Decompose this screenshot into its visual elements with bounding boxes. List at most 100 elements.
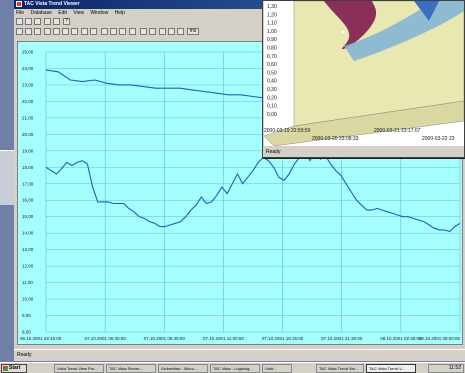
x-tick-label: 07.10.2001 16:15:00 bbox=[262, 336, 304, 341]
table-icon[interactable] bbox=[110, 28, 117, 35]
taskbar-task-7[interactable]: TAC Vista Trend V... bbox=[366, 364, 416, 373]
binoculars-icon[interactable] bbox=[168, 28, 175, 35]
y-tick-label: 21,00 bbox=[22, 115, 34, 120]
x-tick-label: 08.10.2001 02:45:00 bbox=[380, 336, 422, 341]
y-tick-label: 17,00 bbox=[22, 181, 34, 186]
color-icon[interactable] bbox=[62, 28, 69, 35]
print-preview-icon[interactable] bbox=[44, 18, 51, 25]
export-icon[interactable] bbox=[140, 28, 147, 35]
save-trend-icon[interactable] bbox=[25, 28, 32, 35]
print-icon[interactable] bbox=[53, 18, 60, 25]
y-tick-label: 18,00 bbox=[22, 165, 34, 170]
new-icon[interactable] bbox=[16, 18, 23, 25]
x-tick-label: 07.10.2001 00:30:00 bbox=[84, 336, 126, 341]
y-tick-label: 22,00 bbox=[22, 99, 34, 104]
trend-chart: 25,00 24,00 23,00 22,00 21,00 20,00 19,00 18,00… bbox=[20, 50, 461, 342]
menu-file[interactable]: File bbox=[16, 10, 25, 16]
zoom-in-icon[interactable] bbox=[81, 28, 88, 35]
zoom-out-icon[interactable] bbox=[90, 28, 97, 35]
y-tick-label: 19,00 bbox=[22, 148, 34, 153]
y-tick-label: 14,00 bbox=[22, 231, 34, 236]
taskbar-task-4[interactable]: TAC Vista - Loginlog... bbox=[210, 364, 260, 373]
chart-3d-area[interactable]: 1,30 1,20 1,10 1,00 0,90 0,80 0,70 0,60 0,50 0,40… bbox=[263, 0, 465, 147]
chart-3d-status: Ready bbox=[266, 149, 281, 155]
chart-3d-surface-dark bbox=[414, 1, 439, 21]
chart-3d-y-tick-label: 1,20 bbox=[267, 12, 277, 18]
start-button[interactable]: Start bbox=[1, 364, 27, 373]
list-icon[interactable] bbox=[119, 28, 126, 35]
open-trend-icon[interactable] bbox=[16, 28, 23, 35]
chart-3d-y-tick-label: 0,70 bbox=[267, 54, 277, 60]
chart-3d-x-tick-label: 2000-03-19 22:59:59 bbox=[264, 128, 311, 134]
taskbar-task-5[interactable]: Untit... bbox=[262, 364, 292, 373]
series-b-icon[interactable] bbox=[53, 28, 60, 35]
chart-3d: 1,30 1,20 1,10 1,00 0,90 0,80 0,70 0,60 0,50 0,40… bbox=[263, 0, 465, 147]
y-tick-label: 11,00 bbox=[22, 280, 33, 285]
y-tick-label: 23,00 bbox=[22, 82, 34, 87]
menu-edit[interactable]: Edit bbox=[58, 10, 67, 16]
zoom-label[interactable]: ms bbox=[187, 28, 199, 35]
y-tick-label: 9,00 bbox=[22, 313, 31, 318]
status-text: Ready bbox=[17, 352, 32, 358]
x-tick-label: 07.10.2001 11:00:00 bbox=[203, 336, 244, 341]
taskbar-task-3[interactable]: Ordnerliste - Micro... bbox=[158, 364, 208, 373]
chart-3d-x-tick-label: 2000-03-20 23:08:33 bbox=[312, 136, 359, 142]
clock: 11:52 bbox=[448, 365, 461, 371]
taskbar: Start Vista Trend View Pro... TAC Vista … bbox=[0, 362, 465, 373]
y-tick-label: 16,00 bbox=[22, 198, 34, 203]
x-tick-label: 07.10.2001 05:45:00 bbox=[144, 336, 186, 341]
x-tick-label: 07.10.2001 21:30:00 bbox=[321, 336, 363, 341]
chart-3d-x-tick-label: 2000-03-22 23 bbox=[422, 136, 455, 142]
save-icon[interactable] bbox=[34, 18, 41, 25]
chart-3d-surface-blue bbox=[344, 1, 464, 61]
chart-3d-y-tick-label: 0,80 bbox=[267, 46, 277, 52]
menu-window[interactable]: Window bbox=[90, 10, 109, 16]
marker-icon[interactable] bbox=[71, 28, 78, 35]
title-bar[interactable]: TAC Vista Trend Viewer bbox=[14, 0, 465, 9]
grid-view-icon[interactable] bbox=[129, 28, 136, 35]
chart-3d-y-tick-label: 1,30 bbox=[267, 4, 277, 10]
windows-flag-icon bbox=[3, 366, 8, 371]
system-tray: 11:52 bbox=[428, 364, 464, 373]
y-tick-label: 12,00 bbox=[22, 264, 34, 269]
y-tick-label: 10,00 bbox=[22, 297, 34, 302]
y-tick-label: 8,00 bbox=[22, 330, 31, 335]
window-icon[interactable] bbox=[159, 28, 166, 35]
series-line-2 bbox=[45, 149, 461, 233]
open-icon[interactable] bbox=[25, 18, 32, 25]
help-icon[interactable]: ? bbox=[63, 18, 70, 25]
chart-3d-y-tick-label: 0,30 bbox=[267, 87, 277, 93]
background-window-edge bbox=[0, 150, 16, 205]
series-a-icon[interactable] bbox=[44, 28, 51, 35]
status-bar: Ready bbox=[14, 349, 465, 360]
menu-bar: File Database Edit View Window Help bbox=[14, 9, 130, 17]
import-icon[interactable] bbox=[149, 28, 156, 35]
x-tick-label: 08.10.2001 08:00:00 bbox=[419, 336, 461, 341]
chart-3d-y-tick-label: 0,10 bbox=[267, 104, 277, 110]
chart-icon[interactable] bbox=[34, 28, 41, 35]
print-chart-icon[interactable] bbox=[177, 28, 184, 35]
window-title: TAC Vista Trend Viewer bbox=[24, 1, 80, 7]
taskbar-task-2[interactable]: TAC Vista Server... bbox=[106, 364, 156, 373]
y-tick-label: 13,00 bbox=[22, 247, 34, 252]
y-tick-label: 25,00 bbox=[22, 50, 34, 55]
app-icon bbox=[16, 1, 22, 7]
taskbar-task-1[interactable]: Vista Trend View Pro... bbox=[54, 364, 104, 373]
chart-3d-window: 1,30 1,20 1,10 1,00 0,90 0,80 0,70 0,60 0,50 0,40… bbox=[262, 0, 465, 158]
menu-database[interactable]: Database bbox=[30, 10, 52, 16]
menu-help[interactable]: Help bbox=[114, 10, 125, 16]
chart-3d-marker bbox=[341, 30, 345, 34]
chart-3d-y-tick-label: 0,00 bbox=[267, 112, 277, 118]
chart-3d-y-tick-label: 1,10 bbox=[267, 21, 277, 27]
taskbar-task-6[interactable]: TAC Vista Trend Vie... bbox=[316, 364, 364, 373]
y-tick-label: 24,00 bbox=[22, 66, 34, 71]
chart-3d-y-tick-label: 0,20 bbox=[267, 95, 277, 101]
chart-3d-y-tick-label: 1,00 bbox=[267, 29, 277, 35]
chart-3d-y-tick-label: 0,60 bbox=[267, 62, 277, 68]
menu-view[interactable]: View bbox=[73, 10, 85, 16]
y-tick-label: 15,00 bbox=[22, 214, 34, 219]
start-label: Start bbox=[9, 365, 21, 371]
chart-3d-y-tick-label: 0,50 bbox=[267, 70, 277, 76]
grid-icon[interactable] bbox=[101, 28, 108, 35]
